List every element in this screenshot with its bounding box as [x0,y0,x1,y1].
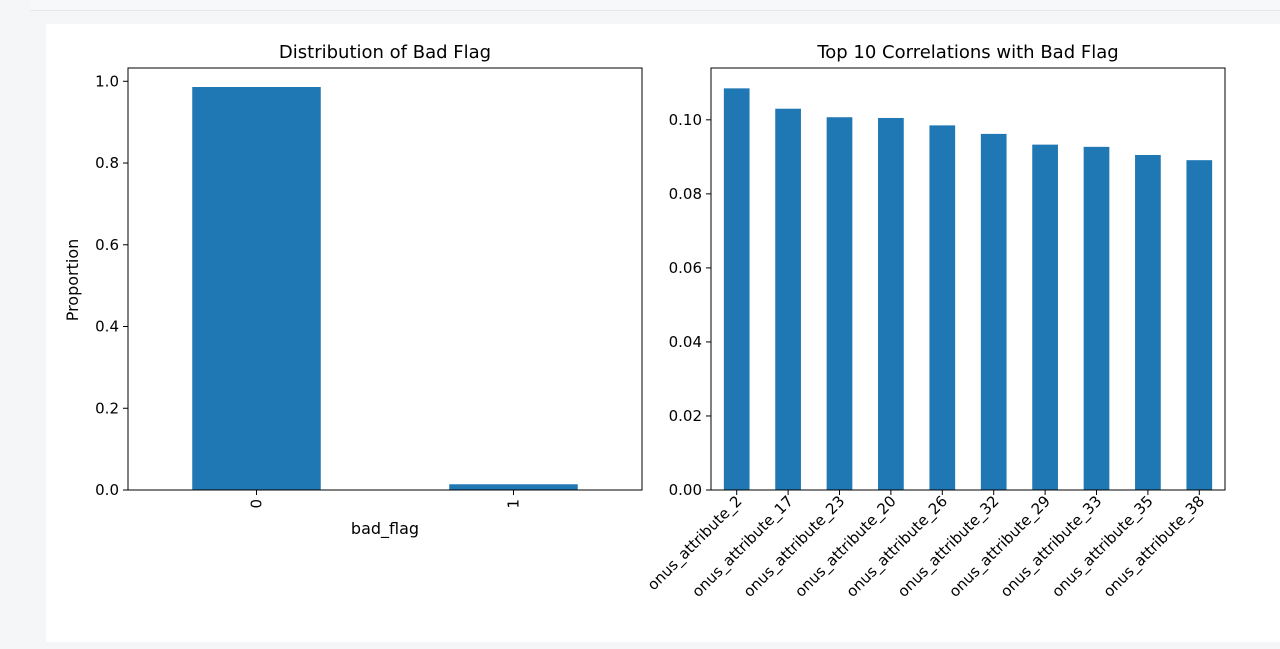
y-tick-label: 0.4 [95,318,119,336]
plot-frame [710,67,1226,491]
plot-frame [127,67,643,491]
x-tick-label: 0 [248,499,266,509]
y-tick-label: 0.0 [95,481,119,499]
y-ticks: 0.0 0.2 0.4 0.6 0.8 1.0 [95,72,128,499]
chart-top10-correlations: Top 10 Correlations with Bad Flag 0.000.… [644,42,1226,601]
y-tick-label: 0.02 [669,407,702,425]
chart-title: Distribution of Bad Flag [279,42,491,63]
bar [1032,144,1058,490]
bar [980,133,1007,490]
bar [1135,154,1161,491]
x-tick-label: onus_attribute_2 [644,492,747,595]
y-tick-label: 1.0 [95,72,119,90]
x-tick-label: 1 [505,499,523,509]
y-tick-label: 0.06 [669,259,702,277]
bars [723,88,1213,491]
bar [878,117,904,490]
y-tick-label: 0.10 [669,111,702,129]
y-tick-label: 0.2 [95,399,119,417]
bar [826,117,853,490]
bar [723,88,750,490]
bars [192,87,578,491]
y-tick-label: 0.08 [669,185,702,203]
x-ticks: onus_attribute_2onus_attribute_17onus_at… [644,490,1209,601]
bar [1083,146,1110,491]
y-tick-label: 0.6 [95,236,119,254]
y-tick-label: 0.04 [669,333,702,351]
y-tick-label: 0.00 [669,481,702,499]
cell-top-strip [30,0,1280,11]
bar [775,108,801,490]
bar [449,484,578,490]
y-tick-label: 0.8 [95,154,119,172]
y-ticks: 0.00 0.02 0.04 0.06 0.08 0.10 [669,111,711,499]
bar [929,125,956,490]
chart-title: Top 10 Correlations with Bad Flag [816,42,1118,63]
x-tick-label: onus_attribute_38 [1100,492,1209,601]
y-axis-label: Proportion [63,239,82,322]
chart-distribution-bad-flag: Distribution of Bad Flag bad_flag Propor… [63,42,643,539]
bar [192,87,321,491]
bar [1186,160,1213,490]
x-axis-label: bad_flag [351,519,419,539]
